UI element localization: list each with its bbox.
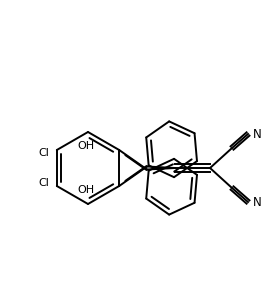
Text: OH: OH	[77, 185, 95, 195]
Text: Cl: Cl	[38, 148, 49, 158]
Text: OH: OH	[77, 141, 95, 151]
Text: Cl: Cl	[38, 178, 49, 188]
Text: N: N	[253, 196, 262, 208]
Text: N: N	[253, 128, 262, 140]
